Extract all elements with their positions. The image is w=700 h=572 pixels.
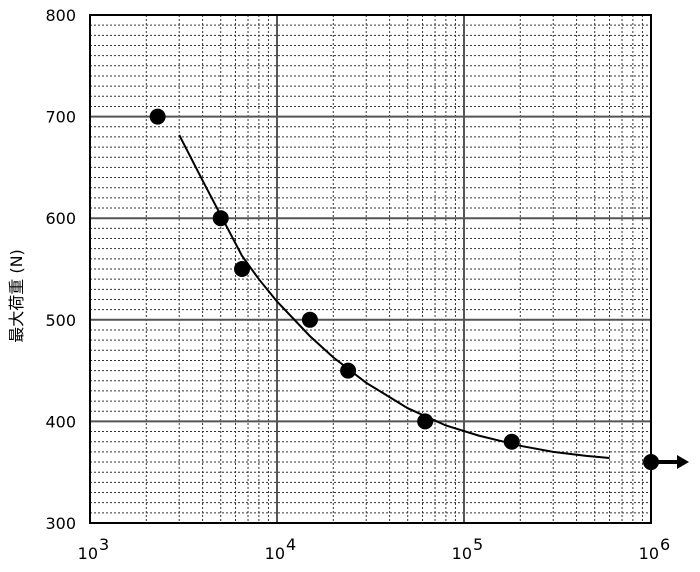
y-tick-label: 700 [45, 108, 76, 127]
y-tick-label: 800 [45, 6, 76, 25]
y-axis-title: 最大荷重 (N) [7, 249, 26, 343]
data-point [643, 454, 659, 471]
fit-curve [178, 134, 610, 459]
x-tick-exponent: 6 [660, 535, 670, 554]
major-grid [90, 15, 651, 523]
data-point [417, 413, 434, 430]
plot-frame [89, 14, 652, 524]
x-axis-ticks: 10 3 10 4 10 5 10 6 [78, 535, 671, 563]
x-tick-exponent: 4 [286, 535, 296, 554]
y-tick-label: 500 [45, 311, 76, 330]
y-axis-ticks: 300 400 500 600 700 800 [45, 6, 76, 533]
x-tick-exponent: 3 [99, 535, 109, 554]
y-tick-label: 600 [45, 209, 76, 228]
minor-grid [90, 15, 651, 523]
x-tick-label: 10 [78, 544, 98, 563]
x-tick-label: 10 [452, 544, 472, 563]
data-points [149, 108, 689, 471]
x-tick-label: 10 [265, 544, 285, 563]
data-point [301, 311, 318, 328]
x-tick-exponent: 5 [473, 535, 483, 554]
y-tick-label: 400 [45, 412, 76, 431]
data-point [212, 210, 229, 227]
data-point [503, 433, 520, 450]
data-point [340, 362, 357, 379]
x-tick-label: 10 [639, 544, 659, 563]
runout-arrow-head [677, 455, 689, 470]
data-point [234, 261, 251, 277]
data-point [149, 108, 166, 125]
y-tick-label: 300 [45, 514, 76, 533]
